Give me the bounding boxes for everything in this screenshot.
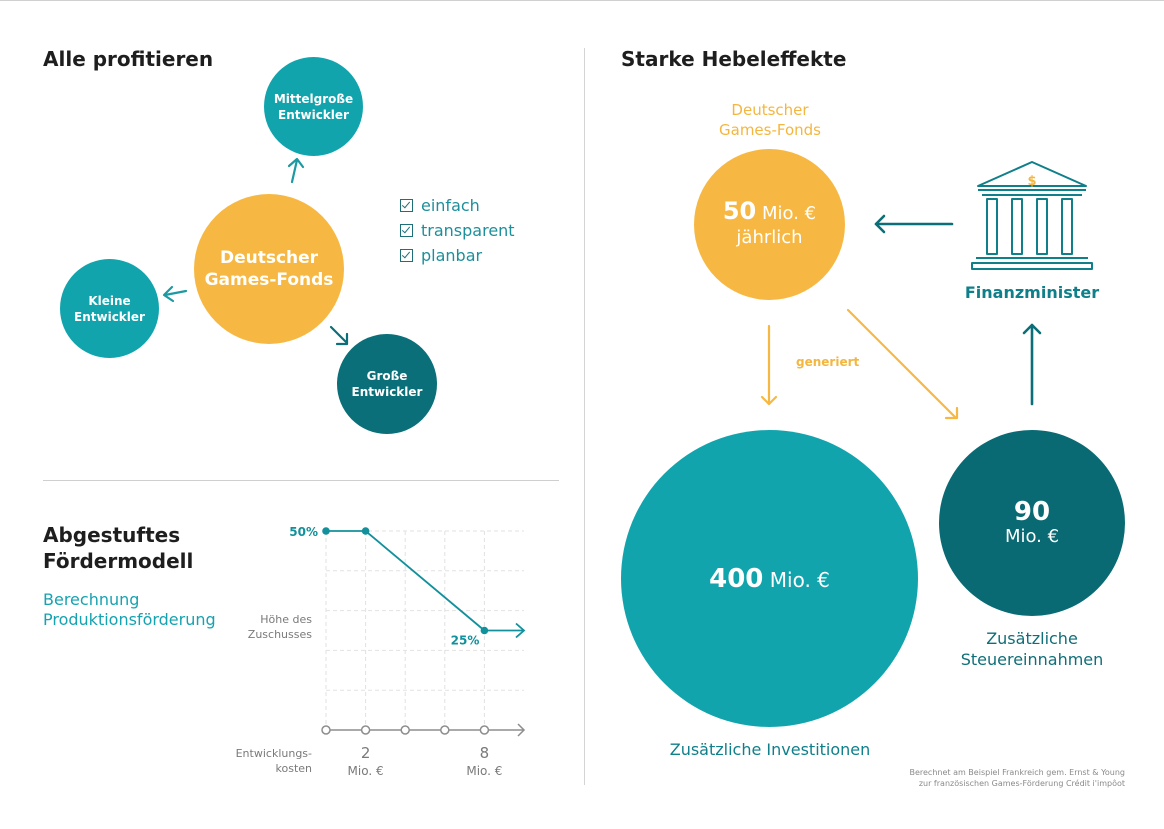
generiert-label: generiert bbox=[796, 355, 860, 369]
heading-alle-profitieren: Alle profitieren bbox=[43, 47, 214, 71]
checklist: einfach transparent planbar bbox=[400, 193, 515, 268]
data-label: 25% bbox=[451, 634, 480, 648]
x-axis-tick bbox=[360, 725, 371, 735]
x-axis-tick bbox=[400, 725, 410, 735]
finanzminister-label: Finanzminister bbox=[964, 283, 1100, 302]
tax-label-line2: Steuereinnahmen bbox=[960, 650, 1104, 669]
model-heading: Abgestuftes Fördermodell bbox=[43, 522, 193, 574]
large-developer-line2: Entwickler bbox=[351, 385, 423, 399]
small-developer-line2: Entwickler bbox=[74, 309, 145, 324]
tax-label-line1: Zusätzliche bbox=[986, 629, 1078, 648]
tax-amount: 90 bbox=[1013, 497, 1051, 527]
center-fund-line1: Deutscher bbox=[219, 248, 319, 268]
footnote-line2: zur französischen Games-Förderung Crédit… bbox=[918, 779, 1125, 788]
top-border bbox=[0, 0, 1164, 1]
checklist-item-label: transparent bbox=[421, 221, 515, 240]
x-axis-label: Entwicklungs- kosten bbox=[224, 746, 312, 776]
model-subtitle-line2: Produktionsförderung bbox=[43, 610, 216, 629]
fund-amount-row: 50 Mio. € bbox=[723, 199, 816, 226]
fund-amount-period: jährlich bbox=[736, 227, 803, 248]
tax-label: Zusätzliche Steuereinnahmen bbox=[942, 628, 1122, 670]
checkbox-icon bbox=[400, 249, 413, 262]
x-axis-tick bbox=[321, 725, 331, 735]
investment-unit: Mio. € bbox=[769, 567, 830, 592]
model-heading-line1: Abgestuftes bbox=[43, 523, 181, 547]
fund-label-line1: Deutscher bbox=[731, 101, 809, 119]
small-developer-line1: Kleine bbox=[88, 293, 131, 308]
tax-circle: 90 Mio. € bbox=[939, 430, 1125, 616]
checklist-item: einfach bbox=[400, 193, 515, 218]
checkbox-icon bbox=[400, 199, 413, 212]
fund-amount-unit: Mio. € bbox=[762, 203, 817, 224]
fund-label-line2: Games-Fonds bbox=[719, 121, 821, 139]
model-heading-line2: Fördermodell bbox=[43, 549, 194, 573]
model-subtitle: Berechnung Produktionsförderung bbox=[43, 590, 216, 630]
x-tick-label: 2 bbox=[361, 744, 371, 762]
small-developer-circle: Kleine Entwickler bbox=[60, 259, 159, 358]
fund-label: Deutscher Games-Fonds bbox=[680, 100, 860, 140]
checkbox-icon bbox=[400, 224, 413, 237]
y-axis-label: Höhe des Zuschusses bbox=[236, 612, 312, 642]
investment-circle: 400 Mio. € bbox=[621, 430, 918, 727]
footnote: Berechnet am Beispiel Frankreich gem. Er… bbox=[880, 767, 1125, 789]
data-point bbox=[322, 527, 330, 535]
series-arrow-icon bbox=[515, 622, 526, 639]
large-developer-line1: Große bbox=[366, 369, 408, 383]
x-tick-unit: Mio. € bbox=[466, 764, 502, 778]
x-tick-label: 8 bbox=[480, 744, 490, 762]
y-axis-label-line2: Zuschusses bbox=[247, 628, 312, 641]
investment-label: Zusätzliche Investitionen bbox=[669, 740, 871, 759]
x-axis-tick bbox=[440, 725, 450, 735]
y-axis-label-line1: Höhe des bbox=[260, 613, 312, 626]
x-axis-label-line1: Entwicklungs- bbox=[235, 747, 312, 760]
tax-unit: Mio. € bbox=[1004, 526, 1060, 547]
investment-amount: 400 bbox=[709, 563, 764, 594]
data-point bbox=[361, 527, 370, 535]
heading-starke-hebeleffekte: Starke Hebeleffekte bbox=[621, 47, 847, 71]
x-tick-unit: Mio. € bbox=[348, 764, 384, 778]
checklist-item-label: einfach bbox=[421, 196, 480, 215]
checklist-item: transparent bbox=[400, 218, 515, 243]
checklist-item: planbar bbox=[400, 243, 515, 268]
horizontal-divider bbox=[43, 480, 559, 481]
investment-amount-row: 400 Mio. € bbox=[709, 564, 830, 594]
x-axis-label-line2: kosten bbox=[275, 762, 313, 775]
mid-developer-line1: Mittelgroße bbox=[273, 91, 354, 106]
mid-developer-line2: Entwickler bbox=[278, 107, 349, 122]
data-point bbox=[480, 626, 489, 635]
checklist-item-label: planbar bbox=[421, 246, 483, 265]
x-axis-arrow-icon bbox=[517, 723, 526, 737]
center-fund-line2: Games-Fonds bbox=[204, 270, 334, 290]
model-subtitle-line1: Berechnung bbox=[43, 590, 140, 609]
mid-developer-circle: Mittelgroße Entwickler bbox=[264, 57, 363, 156]
x-axis-tick bbox=[479, 725, 490, 735]
vertical-divider bbox=[584, 48, 585, 785]
large-developer-circle: Große Entwickler bbox=[337, 334, 437, 434]
fund-amount-circle: 50 Mio. € jährlich bbox=[694, 149, 845, 300]
footnote-line1: Berechnet am Beispiel Frankreich gem. Er… bbox=[909, 768, 1125, 777]
data-label: 50% bbox=[289, 525, 318, 539]
fund-amount: 50 bbox=[722, 197, 757, 225]
center-fund-circle: Deutscher Games-Fonds bbox=[194, 194, 344, 344]
